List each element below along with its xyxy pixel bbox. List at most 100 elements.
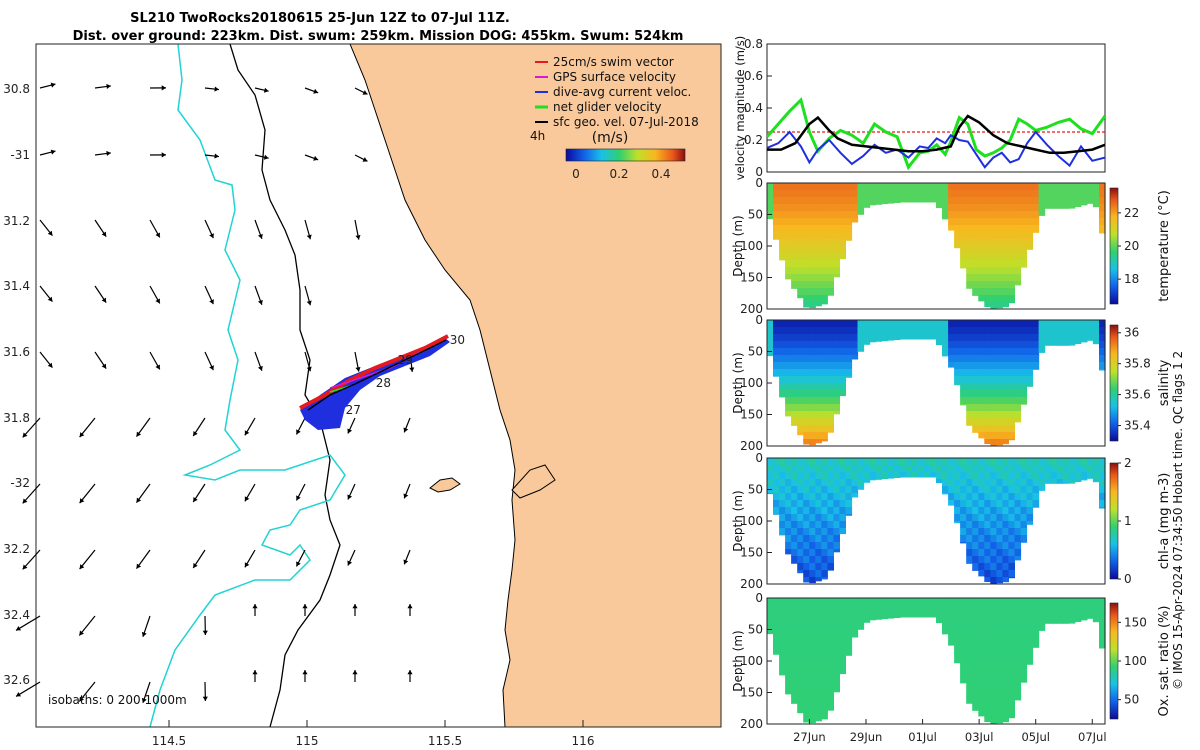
map-y-tick-label: 31.8 [3,411,30,425]
profile-cell [803,500,810,508]
profile-cell [905,320,913,328]
profile-cell [893,465,901,473]
profile-cell [1026,204,1034,212]
profile-cell [978,535,985,543]
profile-cell [972,232,979,240]
profile-cell [803,549,810,557]
colorbar-label: Ox. sat. ratio (%) [1157,606,1172,717]
profile-cell [797,204,804,212]
current-arrow [135,417,151,437]
profile-cell [797,479,804,487]
profile-cell [767,355,774,357]
profile-cell [990,507,997,515]
profile-cell [821,246,828,254]
profile-cell [1092,197,1100,205]
profile-cell [990,598,997,606]
profile-cell [845,605,853,613]
profile-cell [948,619,955,627]
current-arrow-head [50,149,56,155]
profile-cell [978,689,985,697]
profile-cell [990,260,997,268]
profile-cell [845,493,853,501]
profile-cell [803,472,810,480]
profile-cell [785,465,792,473]
profile-cell [1008,397,1015,405]
profile-cell [827,211,834,219]
profile-cell [1002,183,1009,191]
profile-cell [809,390,816,398]
profile-cell [773,327,780,335]
profile-cell [779,225,786,233]
profile-cell [797,696,804,704]
profile-cell [827,619,834,627]
profile-cell [1014,640,1022,648]
profile-cell [984,675,991,683]
profile-cell [851,355,859,360]
profile-cell [815,355,822,363]
profile-cell [978,500,985,508]
profile-cell [881,334,889,342]
profile-cell [1074,479,1082,482]
profile-cell [984,549,991,557]
profile-cell [984,458,991,466]
profile-cell [996,507,1003,515]
profile-cell [966,267,973,275]
profile-cell [1002,465,1009,473]
profile-cell [899,320,907,328]
profile-cell [1050,197,1058,205]
profile-cell [1008,197,1015,205]
profile-cell [960,239,967,247]
profile-cell [893,472,901,478]
profile-cell [821,425,828,433]
profile-cell [1044,458,1052,466]
profile-cell [815,362,822,370]
profile-y-label: Depth (m) [731,352,745,413]
profile-cell [773,239,780,240]
profile-cell [797,425,804,433]
profile-cell [996,418,1003,426]
profile-cell [978,288,985,296]
profile-cell [833,246,840,254]
profile-cell [1008,390,1015,398]
profile-cell [833,267,840,275]
current-arrow [94,83,111,90]
profile-cell [797,500,804,508]
profile-cell [845,369,853,377]
profile-cell [857,486,865,490]
profile-cell [803,432,810,440]
profile-cell [978,418,985,426]
profile-cell [815,633,822,641]
profile-cell [966,458,973,466]
profile-cell [990,472,997,480]
profile-cell [984,472,991,480]
profile-cell [869,327,877,335]
profile-cell [797,225,804,233]
profile-cell [791,355,798,363]
profile-cell [869,605,877,613]
profile-cell [972,246,979,254]
profile-cell [833,334,840,342]
profile-cell [1008,432,1015,440]
profile-cell [942,486,949,494]
profile-cell [1038,458,1046,466]
profile-cell [984,717,991,722]
profile-cell [827,411,834,419]
profile-cell [960,246,967,254]
profile-cell [972,295,979,296]
profile-cell [1020,675,1028,683]
profile-cell [815,239,822,247]
profile-cell [942,197,949,205]
profile-cell [942,355,949,357]
profile-cell [1002,507,1009,515]
profile-cell [984,633,991,641]
profile-cell [863,320,871,328]
profile-cell [809,274,816,282]
profile-cell [911,327,919,335]
profile-cell [1008,633,1015,641]
current-arrow [149,351,161,370]
profile-cell [1074,327,1082,335]
profile-cell [972,633,979,641]
profile-cell [1008,486,1015,494]
